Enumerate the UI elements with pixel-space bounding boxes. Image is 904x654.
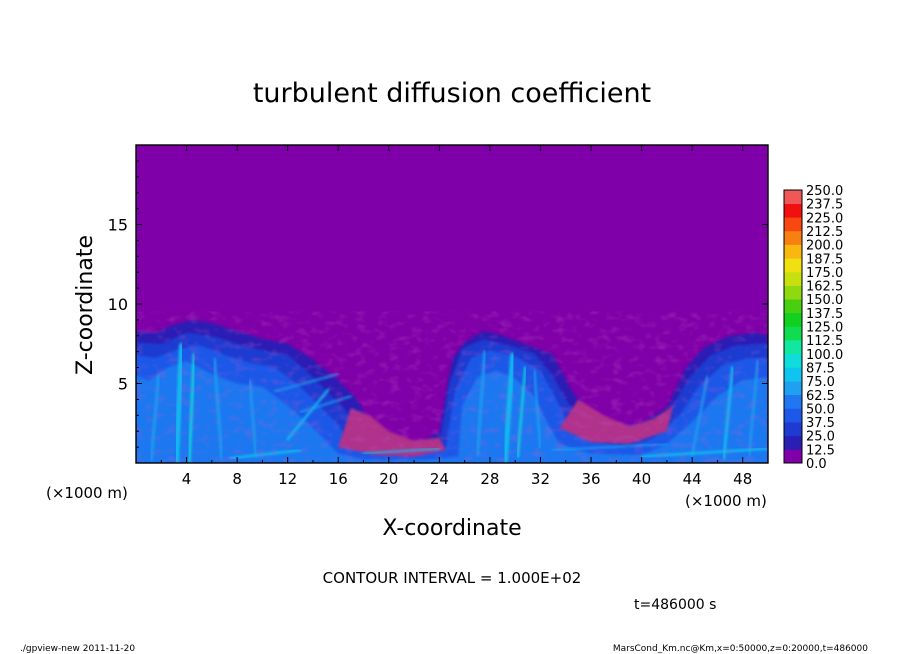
x-tick-label: 8	[232, 470, 242, 488]
colorbar-label: 87.5	[806, 361, 835, 376]
colorbar-swatch	[784, 422, 802, 436]
footer-program: ./gpview-new 2011-11-20	[20, 644, 135, 654]
x-tick-label: 32	[531, 470, 550, 488]
colorbar-label: 150.0	[806, 293, 843, 308]
x-unit-label-left: (×1000 m)	[46, 484, 128, 502]
x-tick-label: 24	[430, 470, 449, 488]
y-tick-label: 5	[118, 375, 128, 394]
y-axis-ticks: 5 10 15	[108, 160, 768, 448]
x-axis-ticks: 4 8 12 16 20 24 28 32 36 40 44 48	[160, 145, 752, 488]
colorbar-swatch	[784, 258, 802, 273]
colorbar-label: 200.0	[806, 239, 843, 254]
colorbar-label: 50.0	[806, 402, 835, 417]
colorbar-label: 112.5	[806, 334, 843, 349]
colorbar-swatch	[784, 326, 802, 341]
y-tick-label: 10	[108, 295, 128, 314]
x-tick-label: 48	[733, 470, 752, 488]
colorbar-swatch	[784, 394, 802, 409]
colorbar-swatch	[784, 217, 802, 232]
colorbar-swatch	[784, 312, 802, 327]
colorbar-frame	[783, 189, 803, 464]
x-tick-label: 4	[182, 470, 192, 488]
x-tick-label: 16	[329, 470, 348, 488]
field-turbulence-texture	[136, 311, 768, 463]
colorbar-swatch	[784, 353, 802, 368]
y-axis-label: Z-coordinate	[73, 235, 98, 375]
colorbar-swatch	[784, 381, 802, 396]
colorbar: 0.012.525.037.550.062.575.087.5100.0112.…	[783, 184, 843, 472]
colorbar-swatch	[784, 203, 802, 218]
colorbar-swatch	[784, 449, 802, 464]
x-tick-label: 20	[379, 470, 398, 488]
colorbar-label: 187.5	[806, 252, 843, 267]
colorbar-label: 0.0	[806, 457, 827, 472]
colorbar-swatch	[784, 367, 802, 382]
colorbar-swatch	[784, 190, 802, 204]
x-unit-label-right: (×1000 m)	[685, 492, 767, 510]
colorbar-label: 162.5	[806, 280, 843, 295]
colorbar-swatch	[784, 408, 802, 423]
colorbar-label: 25.0	[806, 430, 835, 445]
colorbar-swatch	[784, 285, 802, 300]
x-tick-label: 36	[581, 470, 600, 488]
plot-area	[135, 144, 769, 464]
colorbar-label: 62.5	[806, 389, 835, 404]
colorbar-swatch	[784, 244, 802, 259]
colorbar-swatch	[784, 435, 802, 450]
colorbar-label: 37.5	[806, 416, 835, 431]
colorbar-label: 237.5	[806, 198, 843, 213]
x-tick-label: 44	[683, 470, 702, 488]
colorbar-label: 175.0	[806, 266, 843, 281]
x-tick-label: 28	[480, 470, 499, 488]
colorbar-label: 250.0	[806, 184, 843, 199]
colorbar-label: 225.0	[806, 211, 843, 226]
colorbar-label: 12.5	[806, 443, 835, 458]
colorbar-swatch	[784, 340, 802, 355]
chart-title: turbulent diffusion coefficient	[253, 78, 651, 109]
x-tick-label: 40	[632, 470, 651, 488]
time-label: t=486000 s	[634, 597, 716, 613]
colorbar-swatch	[784, 299, 802, 314]
x-axis-label: X-coordinate	[382, 516, 521, 541]
colorbar-swatch	[784, 230, 802, 245]
colorbar-label: 75.0	[806, 375, 835, 390]
footer-source: MarsCond_Km.nc@Km,x=0:50000,z=0:20000,t=…	[613, 644, 868, 654]
heatmap-field	[136, 311, 768, 463]
x-tick-label: 12	[278, 470, 297, 488]
colorbar-label: 212.5	[806, 225, 843, 240]
colorbar-label: 137.5	[806, 307, 843, 322]
colorbar-swatch	[784, 271, 802, 286]
y-tick-label: 15	[108, 216, 128, 235]
colorbar-label: 100.0	[806, 348, 843, 363]
colorbar-label: 125.0	[806, 321, 843, 336]
contour-interval-label: CONTOUR INTERVAL = 1.000E+02	[323, 569, 582, 587]
